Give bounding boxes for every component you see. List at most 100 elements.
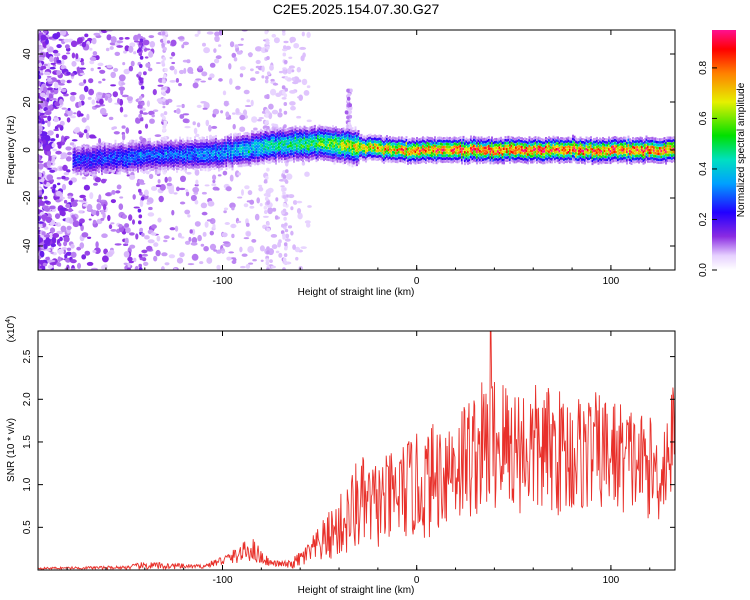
spectrogram-ridge-cell [345, 134, 348, 137]
spectrogram-noise-cell [248, 52, 253, 58]
spectrogram-ridge-cell [201, 156, 204, 160]
spectrogram-ridge-cell [237, 156, 240, 159]
spectrogram-ridge-cell [281, 157, 283, 161]
spectrogram-ridge-cell [344, 141, 346, 144]
spectrogram-ridge-cell [372, 149, 375, 152]
spectrogram-ridge-cell [132, 148, 135, 152]
spectrogram-ridge-cell [494, 138, 496, 141]
spectrogram-ridge-cell [437, 160, 439, 163]
spectrogram-ridge-cell [210, 167, 213, 170]
spectrogram-ridge-cell [147, 140, 150, 144]
spectrogram-ridge-cell [420, 160, 423, 164]
spectrogram-ridge-cell [501, 158, 504, 162]
spectrogram-ridge-cell [287, 142, 289, 146]
spectrogram-ridge-cell [515, 160, 517, 164]
spectrogram-ridge-cell [428, 151, 430, 154]
spectrogram-ridge-cell [159, 162, 162, 165]
spectrogram-noise-cell [38, 123, 42, 126]
spectrogram-streak-cell [139, 110, 144, 115]
spectrogram-ridge-cell [84, 146, 87, 149]
spectrogram-ridge-cell [353, 147, 355, 151]
spectrogram-ridge-cell [276, 152, 279, 155]
spectrogram-ridge-cell [512, 154, 514, 157]
spectrogram-noise-cell [61, 107, 67, 110]
spectrogram-ridge-cell [99, 162, 102, 166]
spectrogram-noise-cell [40, 112, 45, 116]
spectrogram-ridge-cell [449, 151, 451, 154]
spectrogram-streak-cell [164, 68, 168, 72]
spectrogram-ridge-cell [354, 135, 357, 138]
spectrogram-ridge-cell [213, 167, 216, 170]
spectrogram-ridge-cell [195, 148, 198, 151]
spectrogram-ridge-cell [219, 165, 222, 168]
spectrogram-ridge-cell [335, 149, 337, 152]
spectrogram-ridge-cell [407, 159, 409, 163]
spectrogram-ridge-cell [300, 146, 303, 150]
spectrogram-noise-cell [272, 207, 277, 212]
spectrogram-ridge-cell [449, 148, 451, 152]
spectrogram-ridge-cell [180, 145, 183, 149]
spectrogram-noise-cell [150, 232, 157, 236]
spectrogram-ridge-cell [248, 147, 250, 151]
spectrogram-ridge-cell [326, 143, 328, 147]
spectrogram-ridge-cell [381, 151, 384, 154]
spectrogram-ridge-cell [216, 153, 219, 157]
spectrogram-ridge-cell [387, 154, 390, 157]
spectrogram-ridge-cell [428, 139, 430, 143]
spectrogram-noise-cell [54, 101, 61, 107]
spectrogram-ridge-cell [141, 158, 144, 162]
spectrogram-ridge-cell [285, 160, 288, 163]
spectrogram-ridge-cell [305, 144, 307, 147]
spectrogram-ridge-cell [425, 149, 427, 153]
spectrogram-ridge-cell [501, 161, 504, 165]
spectrogram-ridge-cell [294, 151, 297, 154]
spectrogram-ridge-cell [380, 146, 382, 150]
spectrogram-noise-cell [139, 200, 144, 208]
spectrogram-ridge-cell [354, 155, 357, 158]
spectrogram-ridge-cell [197, 166, 199, 169]
spectrogram-ridge-cell [356, 143, 358, 146]
spectrogram-ridge-cell [471, 148, 474, 152]
spectrogram-ridge-cell [362, 135, 364, 139]
spectrogram-ridge-cell [543, 147, 546, 150]
spectrogram-ridge-cell [348, 155, 351, 158]
spectrogram-ridge-cell [119, 160, 121, 163]
spectrogram-ridge-cell [465, 143, 468, 146]
spectrogram-ridge-cell [93, 156, 96, 160]
spectrogram-ridge-cell [485, 146, 487, 150]
spectrogram-ridge-cell [422, 142, 424, 145]
spectrogram-ridge-cell [159, 153, 162, 156]
spectrogram-ridge-cell [468, 141, 471, 144]
spectrogram-ridge-cell [167, 150, 169, 154]
spectrogram-noise-cell [216, 187, 220, 191]
spectrogram-ridge-cell [440, 139, 442, 143]
spectrogram-ridge-cell [219, 145, 222, 148]
spectrogram-ridge-cell [320, 131, 322, 135]
spectrogram-ridge-cell [291, 155, 294, 158]
spectrogram-ridge-cell [294, 125, 297, 129]
spectrogram-noise-cell [92, 51, 98, 56]
spectrogram-ridge-cell [516, 139, 519, 143]
spectrogram-noise-cell [68, 180, 73, 186]
spectrogram-ridge-cell [228, 160, 231, 163]
spectrogram-ridge-cell [494, 155, 496, 158]
spectrogram-ridge-cell [279, 133, 282, 136]
spectrogram-ridge-cell [185, 153, 187, 156]
spectrogram-ridge-cell [159, 159, 162, 162]
spectrogram-ridge-cell [521, 154, 523, 158]
spectrogram-ridge-cell [225, 153, 228, 156]
spectrogram-ridge-cell [353, 159, 355, 162]
spectrogram-ridge-cell [327, 138, 330, 141]
spectrogram-ridge-cell [549, 160, 552, 164]
spectrogram-ridge-cell [476, 150, 478, 153]
spectrogram-ridge-cell [495, 146, 498, 150]
spectrogram-ridge-cell [297, 135, 300, 139]
spectrogram-ridge-cell [152, 148, 154, 151]
spectrogram-ridge-cell [126, 145, 129, 148]
spectrogram-ridge-cell [173, 153, 175, 157]
spectrogram-noise-cell [43, 86, 48, 93]
spectrogram-ridge-cell [330, 136, 333, 139]
spectrogram-ridge-cell [522, 158, 525, 161]
spectrogram-ridge-cell [281, 146, 283, 149]
spectrogram-ridge-cell [527, 153, 529, 156]
